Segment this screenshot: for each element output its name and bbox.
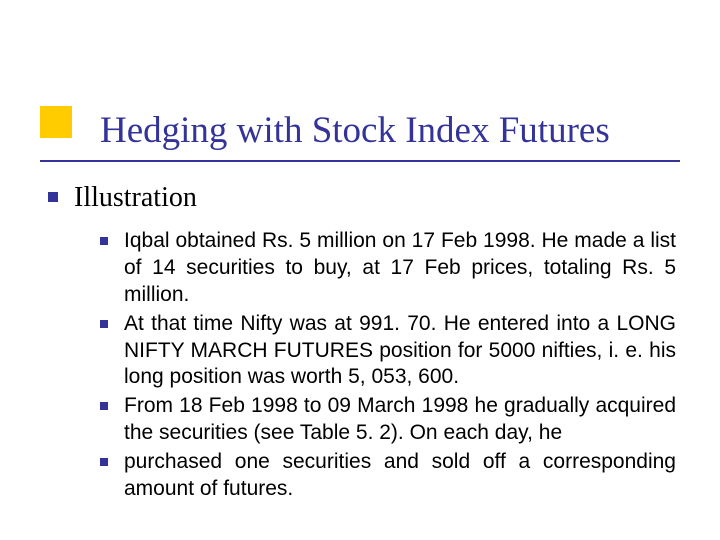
accent-square — [40, 106, 72, 138]
slide-title: Hedging with Stock Index Futures — [100, 109, 610, 152]
lvl1-heading: Illustration — [74, 182, 197, 214]
square-bullet-icon — [100, 320, 108, 328]
bullet-text: purchased one securities and sold off a … — [124, 449, 676, 503]
square-bullet-icon — [100, 458, 108, 466]
square-bullet-icon — [100, 237, 108, 245]
square-bullet-icon — [100, 402, 108, 410]
content-area: Illustration Iqbal obtained Rs. 5 millio… — [48, 182, 678, 505]
list-item: Illustration — [48, 182, 678, 214]
bullet-text: At that time Nifty was at 991. 70. He en… — [124, 311, 676, 392]
title-underline — [40, 160, 680, 162]
list-item: From 18 Feb 1998 to 09 March 1998 he gra… — [100, 393, 678, 447]
square-bullet-icon — [48, 192, 58, 202]
bullet-text: Iqbal obtained Rs. 5 million on 17 Feb 1… — [124, 228, 676, 309]
sub-list: Iqbal obtained Rs. 5 million on 17 Feb 1… — [100, 228, 678, 503]
list-item: purchased one securities and sold off a … — [100, 449, 678, 503]
list-item: Iqbal obtained Rs. 5 million on 17 Feb 1… — [100, 228, 678, 309]
bullet-text: From 18 Feb 1998 to 09 March 1998 he gra… — [124, 393, 676, 447]
slide: Hedging with Stock Index Futures Illustr… — [0, 0, 720, 540]
list-item: At that time Nifty was at 991. 70. He en… — [100, 311, 678, 392]
